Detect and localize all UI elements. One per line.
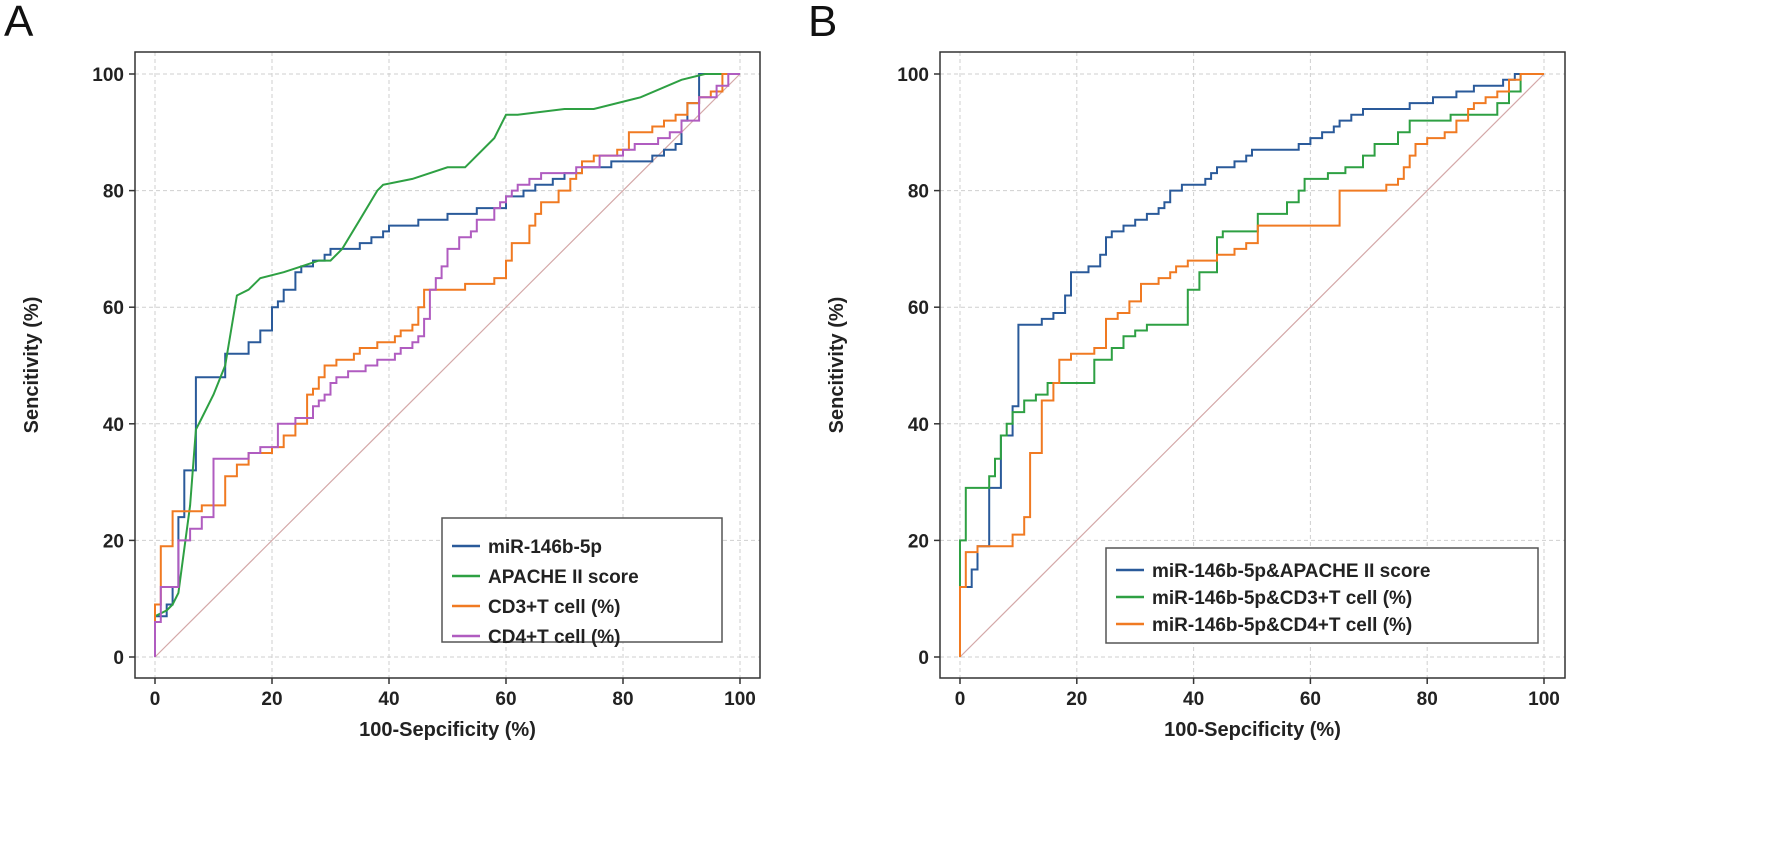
panel-a-letter: A: [4, 0, 34, 46]
panel-b-x-axis-label: 100-Sepcificity (%): [1164, 719, 1341, 741]
panel-b-ticks: 0 20 40 60 80 100 0 20 40 60 80 100: [897, 65, 1560, 710]
x-tick-label: 20: [261, 689, 282, 710]
legend-entry-3: CD3+T cell (%): [488, 597, 621, 618]
roc-curve-4: [154, 73, 740, 657]
y-tick-label: 100: [92, 65, 124, 86]
y-tick-label: 60: [908, 298, 929, 319]
legend-entry-2: miR-146b-5p&CD3+T cell (%): [1152, 588, 1412, 609]
panel-a-x-axis-label: 100-Sepcificity (%): [359, 719, 536, 741]
y-tick-label: 0: [918, 648, 929, 669]
y-tick-label: 20: [908, 531, 929, 552]
x-tick-label: 0: [150, 689, 161, 710]
roc-curve-1: [959, 73, 1544, 657]
y-tick-label: 80: [908, 182, 929, 203]
legend-entry-3: miR-146b-5p&CD4+T cell (%): [1152, 615, 1412, 636]
legend-entry-1: miR-146b-5p&APACHE II score: [1152, 561, 1430, 582]
panel-a-ticks: 0 20 40 60 80 100 0 20 40 60 80 100: [92, 65, 756, 710]
x-tick-label: 40: [1183, 689, 1204, 710]
x-tick-label: 100: [1528, 689, 1560, 710]
roc-curve-3: [959, 73, 1544, 657]
y-tick-label: 20: [103, 531, 124, 552]
panel-b: B 0 20 40 60 80 100 0 20 40 60 80 100 100-Sepcifici…: [808, 0, 1566, 741]
panel-a-legend: miR-146b-5p APACHE II score CD3+T cell (%)…: [441, 517, 723, 648]
panel-b-legend: miR-146b-5p&APACHE II score miR-146b-5p&C…: [1105, 547, 1539, 644]
panel-a-y-axis-label: Sencitivity (%): [21, 297, 43, 434]
roc-curve-3: [154, 73, 740, 657]
panel-a: A 0 20 40 60 80 100 0 20 40 60 80 100 100-Sepcifici…: [4, 0, 761, 741]
y-tick-label: 40: [103, 415, 124, 436]
x-tick-label: 80: [1417, 689, 1438, 710]
roc-curve-2: [154, 73, 740, 657]
panel-a-reference-line: [154, 73, 741, 658]
y-tick-label: 60: [103, 298, 124, 319]
x-tick-label: 100: [724, 689, 756, 710]
y-tick-label: 100: [897, 65, 929, 86]
legend-box: [441, 517, 723, 643]
y-tick-label: 80: [103, 182, 124, 203]
y-tick-label: 0: [113, 648, 124, 669]
legend-box: [1105, 547, 1539, 644]
x-tick-label: 40: [378, 689, 399, 710]
x-tick-label: 20: [1066, 689, 1087, 710]
x-tick-label: 80: [612, 689, 633, 710]
panel-a-series: [154, 73, 740, 657]
panel-b-letter: B: [808, 0, 837, 46]
x-tick-label: 0: [955, 689, 966, 710]
legend-entry-4: CD4+T cell (%): [488, 627, 621, 648]
y-tick-label: 40: [908, 415, 929, 436]
legend-entry-1: miR-146b-5p: [488, 537, 602, 558]
panel-b-y-axis-label: Sencitivity (%): [826, 297, 848, 434]
legend-entry-2: APACHE II score: [488, 567, 639, 588]
x-tick-label: 60: [495, 689, 516, 710]
panel-b-plot-frame: [939, 51, 1566, 679]
x-tick-label: 60: [1300, 689, 1321, 710]
panel-b-series: [959, 73, 1544, 657]
roc-curve-2: [959, 73, 1544, 657]
panel-b-reference-line: [959, 73, 1545, 658]
panel-a-plot-frame: [134, 51, 761, 679]
